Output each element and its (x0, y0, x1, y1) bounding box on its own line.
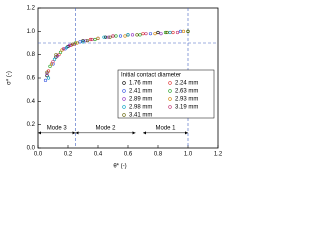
y-axis-label: σ* (-) (7, 71, 13, 85)
data-point (70, 42, 75, 46)
data-point (81, 40, 85, 44)
data-point (135, 33, 139, 37)
legend-marker (122, 113, 126, 117)
y-tick-label: 0.8 (27, 52, 36, 58)
data-point (61, 47, 66, 51)
data-point (114, 34, 118, 38)
data-point (171, 30, 175, 35)
y-tick-label: 0.2 (27, 122, 36, 128)
data-point (45, 71, 49, 75)
data-point (58, 50, 63, 54)
data-point (102, 35, 106, 39)
legend-label: 3.41 mm (129, 113, 152, 119)
data-point (72, 42, 76, 46)
data-point (163, 30, 168, 35)
data-point (75, 41, 79, 45)
data-point (90, 37, 94, 42)
y-tick-label: 1.2 (27, 6, 36, 12)
y-tick-label: 1.0 (27, 29, 36, 35)
legend-label: 2.89 mm (129, 97, 152, 103)
legend-marker (168, 81, 172, 85)
data-point (64, 46, 69, 50)
data-point (85, 39, 90, 43)
x-tick-label: 1.2 (214, 152, 223, 158)
data-point (108, 35, 112, 39)
x-tick-label: 1.0 (184, 152, 193, 158)
data-point (165, 30, 169, 35)
data-point (106, 35, 111, 39)
legend-marker (122, 81, 126, 85)
legend-label: 2.24 mm (175, 81, 198, 87)
data-point (78, 40, 82, 44)
chart: θ* (-) σ* (-) 0.0 0.2 0.4 0.6 0.8 1.0 1.2 0.0 0.… (7, 6, 223, 170)
data-point (67, 43, 72, 47)
legend-marker (168, 97, 172, 101)
x-tick-label: 0.4 (94, 152, 103, 158)
legend-label: 2.41 mm (129, 89, 152, 95)
data-point (175, 30, 180, 35)
x-tick-label: 0.0 (34, 152, 43, 158)
data-point (111, 34, 115, 38)
data-point (96, 36, 100, 40)
data-point (43, 78, 48, 82)
data-point (148, 32, 153, 36)
legend-title: Initial contact diameter (121, 73, 181, 79)
data-point (144, 32, 148, 36)
data-point (181, 29, 186, 33)
data-point (178, 29, 183, 33)
legend-label: 1.76 mm (129, 81, 152, 87)
legend-label: 2.98 mm (129, 105, 152, 111)
data-point (153, 32, 157, 36)
legend-label: 3.19 mm (175, 105, 198, 111)
legend-marker (168, 105, 172, 109)
data-point (156, 30, 160, 35)
y-tick-label: 0.4 (27, 99, 36, 105)
x-tick-label: 0.2 (64, 152, 73, 158)
data-point (118, 34, 123, 38)
data-point (93, 37, 97, 42)
data-point (168, 30, 172, 35)
data-point (123, 34, 127, 38)
data-point (81, 39, 85, 43)
x-tick-label: 0.6 (124, 152, 133, 158)
data-point (54, 53, 58, 57)
x-axis-label: θ* (-) (113, 164, 126, 170)
data-point (103, 35, 108, 39)
data-point (130, 33, 135, 37)
legend-marker (168, 89, 172, 93)
legend-marker (122, 89, 126, 93)
data-point (51, 60, 55, 64)
data-point (88, 37, 93, 42)
data-point (45, 70, 49, 74)
mode-label: Mode 3 (47, 125, 68, 131)
data-point (46, 76, 51, 80)
data-point (48, 64, 52, 68)
y-tick-label: 0.6 (27, 76, 36, 82)
y-tick-label: 0.0 (27, 146, 36, 152)
mode-label: Mode 1 (155, 125, 176, 131)
data-point (141, 32, 145, 36)
data-point (52, 57, 57, 61)
data-point (186, 29, 190, 33)
data-point (159, 32, 163, 36)
mode-label: Mode 2 (95, 125, 116, 131)
x-tick-label: 0.8 (154, 152, 163, 158)
data-point (84, 39, 88, 43)
data-point (126, 33, 130, 37)
legend-label: 2.63 mm (175, 89, 198, 95)
data-point (49, 62, 54, 66)
legend-box (117, 69, 215, 119)
legend-marker (122, 97, 126, 101)
legend-label: 2.93 mm (175, 97, 198, 103)
data-point (138, 33, 142, 37)
legend-marker (122, 105, 126, 109)
